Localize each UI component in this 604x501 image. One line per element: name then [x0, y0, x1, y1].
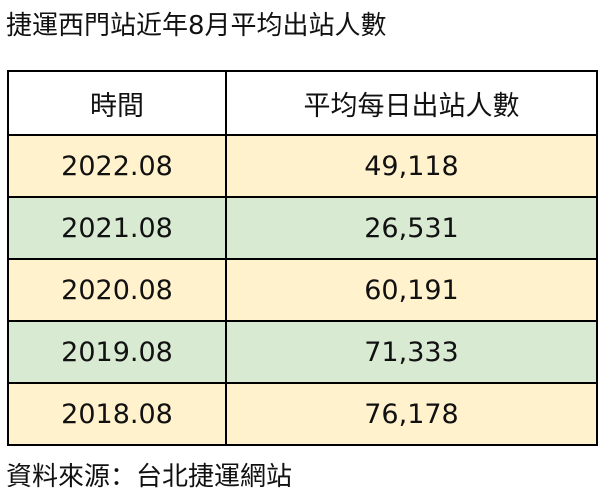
table-row: 2019.08 71,333 [7, 320, 598, 384]
period-cell: 2019.08 [7, 320, 227, 384]
table-row: 2020.08 60,191 [7, 258, 598, 322]
period-cell: 2020.08 [7, 258, 227, 322]
period-cell: 2022.08 [7, 134, 227, 198]
table-row: 2021.08 26,531 [7, 196, 598, 260]
page-title: 捷運西門站近年8月平均出站人數 [6, 11, 387, 41]
period-cell: 2018.08 [7, 382, 227, 446]
daily-exits-cell: 49,118 [225, 134, 598, 198]
period-cell: 2021.08 [7, 196, 227, 260]
source-note: 資料來源：台北捷運網站 [6, 462, 293, 492]
daily-exits-cell: 60,191 [225, 258, 598, 322]
table-row: 2022.08 49,118 [7, 134, 598, 198]
table-header-row: 時間 平均每日出站人數 [7, 70, 598, 136]
daily-exits-cell: 76,178 [225, 382, 598, 446]
daily-exits-cell: 26,531 [225, 196, 598, 260]
column-header-daily-exits: 平均每日出站人數 [225, 70, 598, 136]
ridership-table: 時間 平均每日出站人數 2022.08 49,118 2021.08 26,53… [7, 70, 598, 446]
column-header-period: 時間 [7, 70, 227, 136]
table-row: 2018.08 76,178 [7, 382, 598, 446]
daily-exits-cell: 71,333 [225, 320, 598, 384]
